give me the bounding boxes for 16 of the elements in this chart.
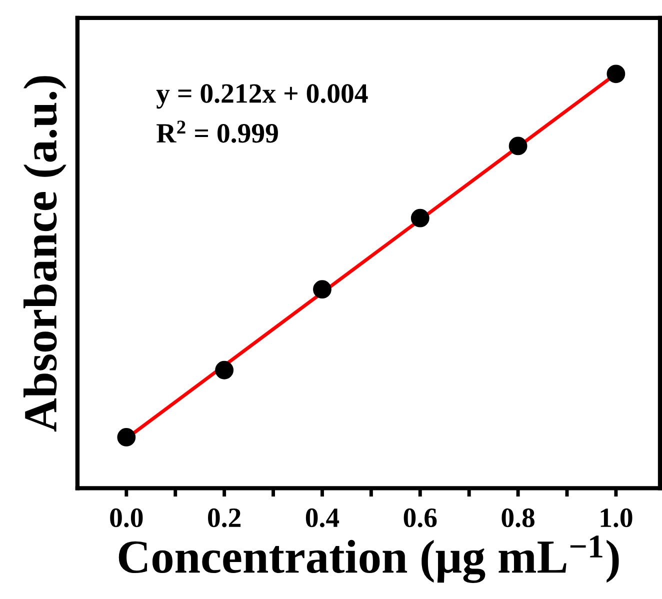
y-axis-title: Absorbance (a.u.) [24,76,66,432]
x-tick-label: 1.0 [600,508,632,528]
x-tick-label: 0.6 [404,508,437,528]
point [117,428,136,446]
x-tick-label: 0.8 [502,508,534,528]
x-axis-title: Concentration (μg mL$^{−1}$) [118,536,619,584]
x-tick-label: 0.2 [208,508,240,528]
annotation: y = 0.212x + 0.004 [156,84,368,109]
point [313,280,332,299]
x-tick-label: 0.4 [306,508,340,528]
point [606,64,626,84]
x-tick-label: 0.0 [110,508,143,528]
point [215,360,234,380]
annotation: R$^{2}$ = 0.999 [156,120,278,143]
point [508,136,528,156]
point [410,208,430,228]
